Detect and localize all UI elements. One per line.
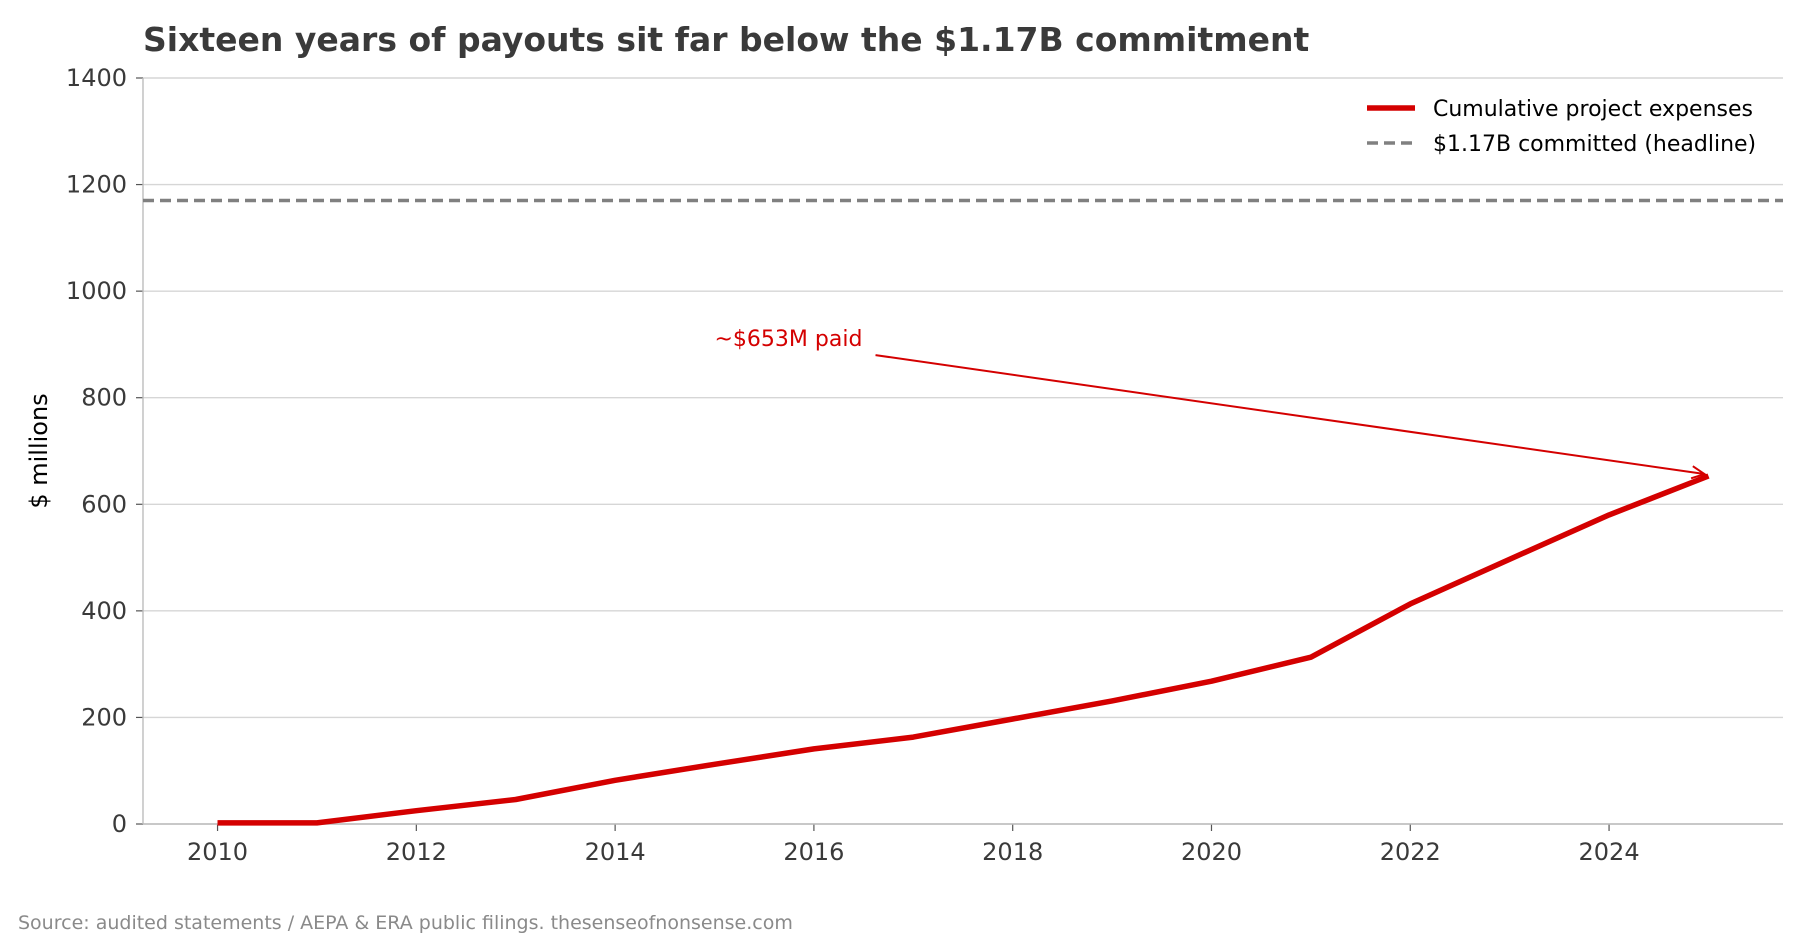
cumulative-expenses-line xyxy=(217,473,1710,826)
chart-title: Sixteen years of payouts sit far below t… xyxy=(143,20,1310,59)
tick-labels: 0 200 400 600 800 1000 1200 1400 2010 2012 2014 201… xyxy=(66,64,1640,866)
x-tick-label: 2016 xyxy=(783,838,844,866)
y-tick-label: 200 xyxy=(81,703,127,731)
x-tick-label: 2022 xyxy=(1380,838,1441,866)
annotation-text: ~$653M paid xyxy=(715,327,863,352)
y-tick-label: 1200 xyxy=(66,171,127,199)
x-tick-label: 2012 xyxy=(386,838,447,866)
series xyxy=(143,198,1783,826)
x-tick-label: 2014 xyxy=(585,838,646,866)
annotation-arrow xyxy=(875,354,1705,476)
x-tick-label: 2010 xyxy=(187,838,248,866)
x-tick-label: 2020 xyxy=(1181,838,1242,866)
legend: Cumulative project expenses $1.17B commit… xyxy=(1367,97,1756,157)
source-note: Source: audited statements / AEPA & ERA … xyxy=(18,912,793,934)
x-tick-label: 2024 xyxy=(1579,838,1640,866)
x-tick-label: 2018 xyxy=(982,838,1043,866)
annotations: ~$653M paid xyxy=(715,327,1707,480)
y-axis-label: $ millions xyxy=(25,393,53,508)
y-tick-label: 800 xyxy=(81,384,127,412)
legend-entry-label: $1.17B committed (headline) xyxy=(1433,132,1756,157)
y-tick-label: 400 xyxy=(81,597,127,625)
legend-entry-label: Cumulative project expenses xyxy=(1433,97,1753,122)
y-tick-label: 600 xyxy=(81,490,127,518)
y-tick-label: 1000 xyxy=(66,277,127,305)
axes xyxy=(136,77,1783,831)
annotation-arrowhead xyxy=(1690,465,1707,480)
y-tick-label: 0 xyxy=(112,810,127,838)
gridlines xyxy=(143,77,1783,825)
y-tick-label: 1400 xyxy=(66,64,127,92)
